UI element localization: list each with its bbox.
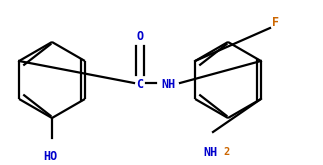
- Text: HO: HO: [43, 150, 57, 163]
- Text: F: F: [272, 16, 280, 29]
- Text: 2: 2: [224, 147, 230, 157]
- Text: NH: NH: [161, 78, 175, 90]
- Text: C: C: [136, 78, 143, 90]
- Text: NH: NH: [204, 146, 218, 159]
- Text: O: O: [136, 30, 143, 43]
